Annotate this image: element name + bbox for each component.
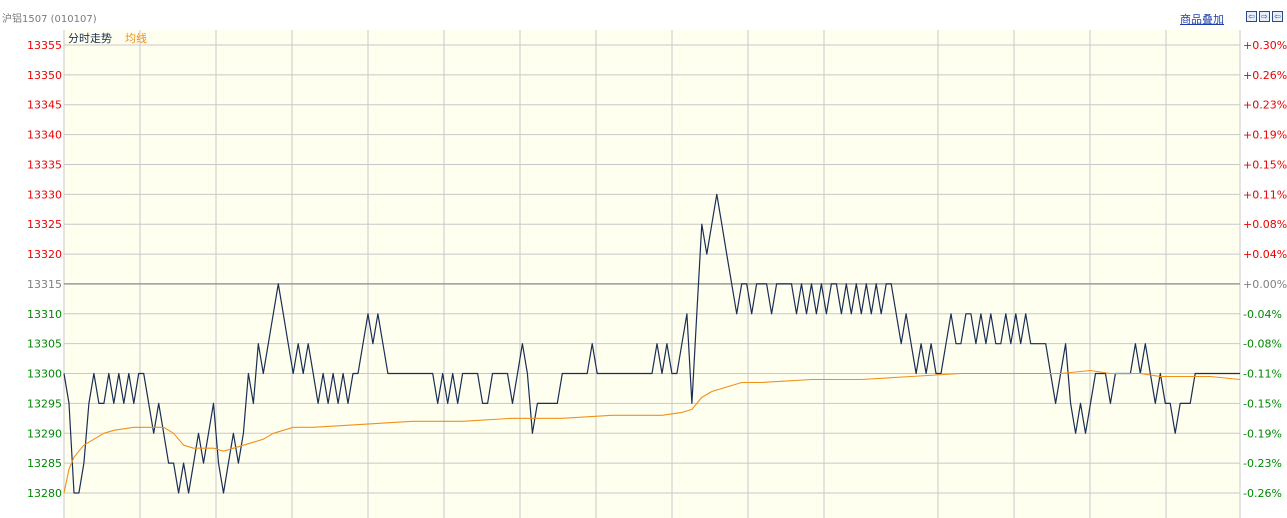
y-tick-label-left: 13320 <box>27 248 62 261</box>
y-tick-label-right: +0.08% <box>1243 218 1287 231</box>
y-tick-label-right: +0.30% <box>1243 39 1287 52</box>
y-tick-label-right: -0.19% <box>1243 427 1282 440</box>
y-tick-label-left: 13315 <box>27 278 62 291</box>
y-tick-label-left: 13355 <box>27 39 62 52</box>
y-tick-label-right: -0.15% <box>1243 397 1282 410</box>
y-tick-label-left: 13280 <box>27 487 62 500</box>
arrow-right-icon[interactable]: ⇨ <box>1259 11 1270 22</box>
arrow-left-icon[interactable]: ⇦ <box>1272 11 1283 22</box>
y-tick-label-left: 13335 <box>27 158 62 171</box>
legend-avg-label: 均线 <box>125 31 147 45</box>
plot-background <box>64 30 1240 518</box>
y-tick-label-left: 13340 <box>27 129 62 142</box>
legend-price-label: 分时走势 <box>68 32 112 45</box>
price-line <box>63 193 1240 494</box>
instrument-title: 沪铝1507 (010107) <box>2 14 97 25</box>
y-tick-label-right: -0.08% <box>1243 338 1282 351</box>
y-tick-label-right: -0.11% <box>1243 368 1282 381</box>
y-tick-label-left: 13330 <box>27 188 62 201</box>
y-tick-label-left: 13290 <box>27 427 62 440</box>
y-tick-label-left: 13295 <box>27 397 62 410</box>
y-tick-label-left: 13305 <box>27 338 62 351</box>
y-tick-label-left: 13345 <box>27 99 62 112</box>
y-tick-label-right: -0.23% <box>1243 457 1282 470</box>
y-tick-label-left: 13285 <box>27 457 62 470</box>
y-tick-label-right: -0.04% <box>1243 308 1282 321</box>
y-tick-label-left: 13300 <box>27 368 62 381</box>
y-axis-left: 13355 13350 13345 13340 13335 13330 13325 13320… <box>27 39 62 500</box>
series-layer <box>63 193 1241 494</box>
y-tick-label-right: +0.15% <box>1243 158 1287 171</box>
y-tick-label-right: +0.26% <box>1243 69 1287 82</box>
y-tick-label-left: 13310 <box>27 308 62 321</box>
y-axis-right: +0.30% +0.26% +0.23% +0.19% +0.15% +0.11% +0.0… <box>1243 39 1287 500</box>
overlay-commodity-link[interactable]: 商品叠加 <box>1180 13 1224 26</box>
y-tick-label-right: +0.11% <box>1243 188 1287 201</box>
y-tick-label-right: +0.04% <box>1243 248 1287 261</box>
y-tick-label-left: 13350 <box>27 69 62 82</box>
y-tick-label-right: +0.23% <box>1243 99 1287 112</box>
y-tick-label-left: 13325 <box>27 218 62 231</box>
y-tick-label-right: -0.26% <box>1243 487 1282 500</box>
y-tick-label-right: +0.19% <box>1243 129 1287 142</box>
grid <box>63 30 1241 518</box>
y-tick-label-right: +0.00% <box>1243 278 1287 291</box>
arrow-left-icon[interactable]: ⇦ <box>1246 11 1257 22</box>
average-line <box>63 369 1241 494</box>
